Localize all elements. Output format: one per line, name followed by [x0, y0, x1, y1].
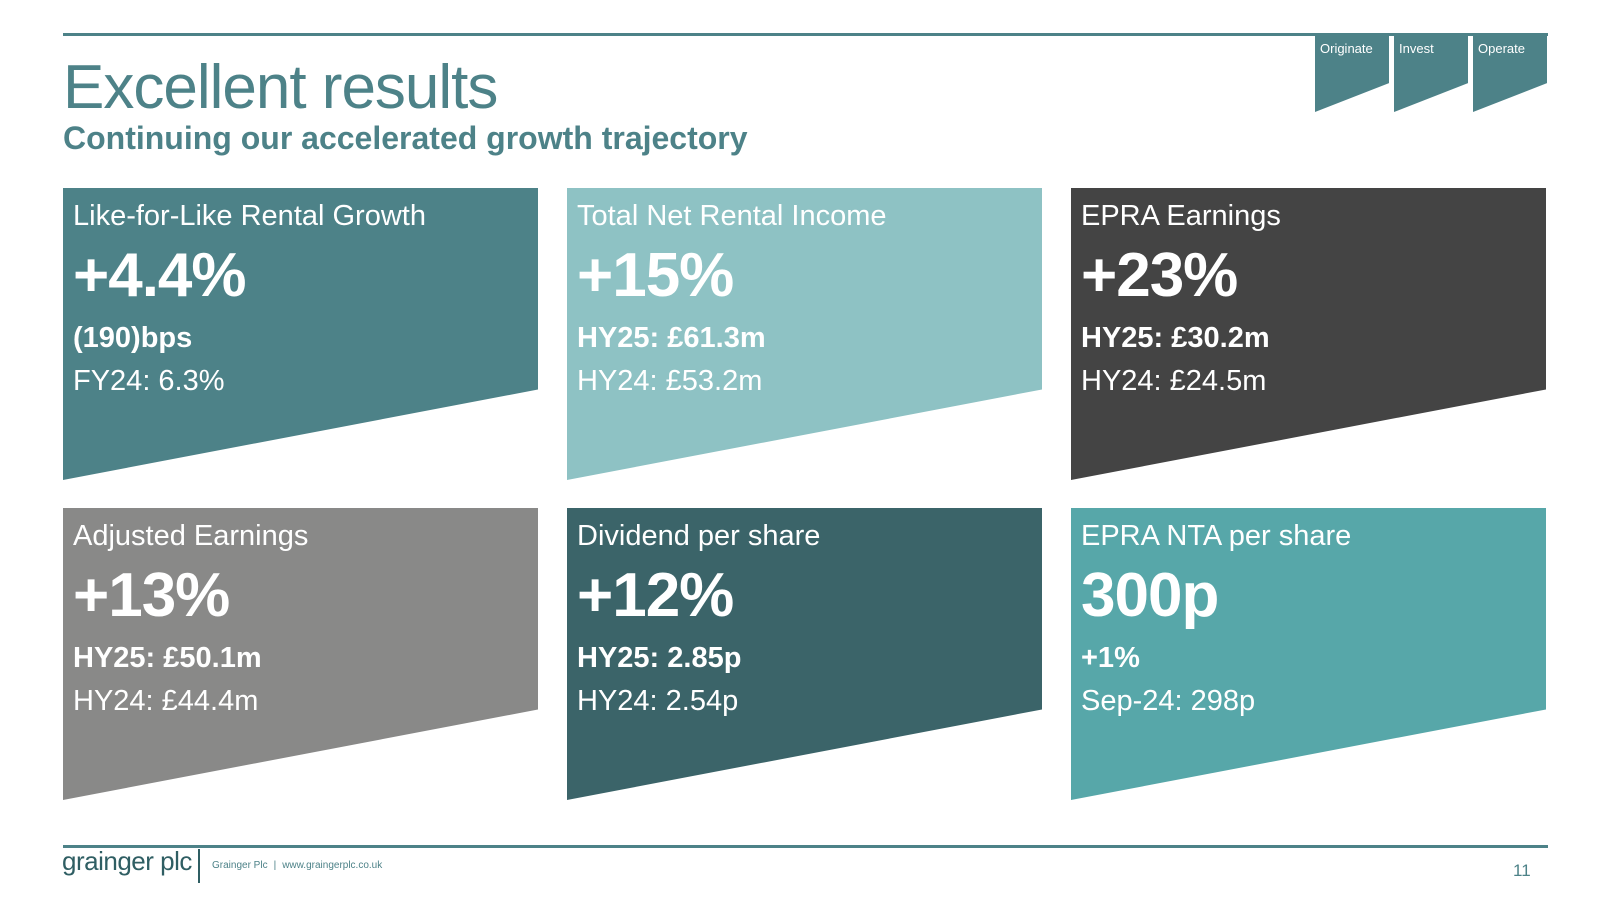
card-detail-primary: (190)bps: [73, 322, 193, 354]
card-label: EPRA Earnings: [1081, 200, 1281, 232]
card-detail-primary: +1%: [1081, 642, 1140, 674]
card-value: +12%: [577, 561, 734, 630]
card-detail-secondary: FY24: 6.3%: [73, 365, 225, 397]
tab-operate-label: Operate: [1478, 41, 1525, 56]
footer-divider: [198, 849, 200, 883]
card-epra-nta-per-share: EPRA NTA per share 300p +1% Sep-24: 298p: [1071, 508, 1546, 800]
card-detail-secondary: Sep-24: 298p: [1081, 685, 1256, 717]
card-detail-secondary: HY24: 2.54p: [577, 685, 739, 717]
page-title: Excellent results: [63, 53, 498, 122]
tab-invest[interactable]: Invest: [1394, 36, 1468, 112]
company-logo: grainger plc: [62, 846, 192, 876]
card-value: +13%: [73, 561, 230, 630]
card-detail-primary: HY25: 2.85p: [577, 642, 742, 674]
page-number: 11: [1513, 861, 1531, 880]
card-epra-earnings: EPRA Earnings +23% HY25: £30.2m HY24: £2…: [1071, 188, 1546, 480]
top-rule: [63, 33, 1548, 36]
card-value: +4.4%: [73, 241, 247, 310]
tab-originate[interactable]: Originate: [1315, 36, 1389, 112]
card-detail-secondary: HY24: £44.4m: [73, 685, 259, 717]
card-label: Total Net Rental Income: [577, 200, 887, 232]
card-detail-primary: HY25: £61.3m: [577, 322, 766, 354]
card-adjusted-earnings: Adjusted Earnings +13% HY25: £50.1m HY24…: [63, 508, 538, 800]
footer-separator: |: [273, 860, 277, 871]
card-label: Dividend per share: [577, 520, 821, 552]
card-like-for-like-rental-growth: Like-for-Like Rental Growth +4.4% (190)b…: [63, 188, 538, 480]
card-detail-primary: HY25: £30.2m: [1081, 322, 1270, 354]
card-label: Like-for-Like Rental Growth: [73, 200, 426, 232]
card-value: 300p: [1081, 561, 1219, 630]
card-label: EPRA NTA per share: [1081, 520, 1352, 552]
card-detail-primary: HY25: £50.1m: [73, 642, 262, 674]
bottom-rule: [63, 845, 1548, 848]
card-dividend-per-share: Dividend per share +12% HY25: 2.85p HY24…: [567, 508, 1042, 800]
tab-invest-label: Invest: [1399, 41, 1434, 56]
tab-originate-label: Originate: [1320, 41, 1373, 56]
card-total-net-rental-income: Total Net Rental Income +15% HY25: £61.3…: [567, 188, 1042, 480]
card-value: +23%: [1081, 241, 1238, 310]
footer-website-link[interactable]: www.graingerplc.co.uk: [282, 860, 383, 871]
tab-operate[interactable]: Operate: [1473, 36, 1547, 112]
card-detail-secondary: HY24: £53.2m: [577, 365, 763, 397]
card-value: +15%: [577, 241, 734, 310]
card-detail-secondary: HY24: £24.5m: [1081, 365, 1267, 397]
card-label: Adjusted Earnings: [73, 520, 309, 552]
footer-company: Grainger Plc: [212, 860, 268, 871]
section-tabs: Originate Invest Operate: [1315, 36, 1547, 112]
footer-info: Grainger Plc | www.graingerplc.co.uk: [212, 860, 382, 871]
page-subtitle: Continuing our accelerated growth trajec…: [63, 120, 748, 156]
